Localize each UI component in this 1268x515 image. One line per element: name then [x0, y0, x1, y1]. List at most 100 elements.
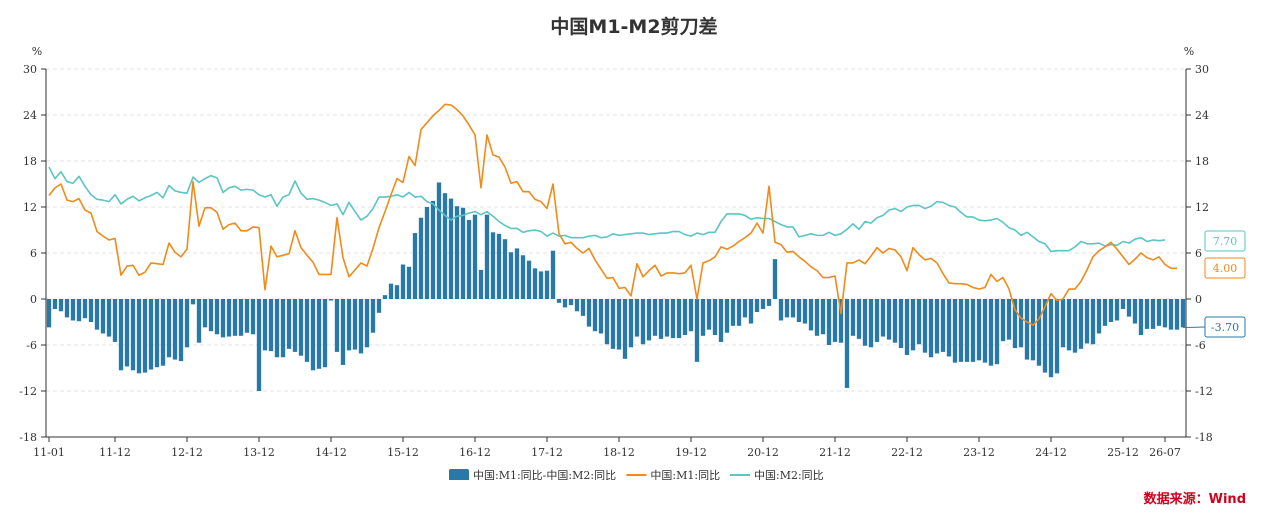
end-label-m2-text: 7.70: [1213, 235, 1238, 248]
bar-gap: [970, 299, 976, 362]
y-unit-right: %: [1184, 45, 1194, 58]
bar-gap: [658, 299, 664, 339]
bar-gap: [934, 299, 940, 354]
bar-gap: [418, 217, 424, 299]
bar-gap: [532, 268, 538, 299]
bar-gap: [106, 299, 112, 337]
bar-gap: [1036, 299, 1042, 366]
bar-gap: [388, 283, 394, 299]
bar-gap: [712, 299, 718, 336]
bar-gap: [964, 299, 970, 362]
bar-gap: [784, 299, 790, 318]
x-tick-label: 20-12: [747, 446, 779, 459]
bar-gap: [538, 271, 544, 299]
bar-gap: [838, 299, 844, 343]
bar-gap: [400, 264, 406, 299]
bar-gap: [910, 299, 916, 351]
bar-gap: [892, 299, 898, 343]
bar-gap: [604, 299, 610, 345]
bar-gap: [802, 299, 808, 324]
y-tick-label-right: -18: [1195, 431, 1213, 444]
bar-gap: [1144, 299, 1150, 329]
bar-gap: [376, 299, 382, 313]
bar-gap: [124, 299, 130, 367]
bar-gap: [562, 299, 568, 308]
bar-gap: [304, 299, 310, 362]
bar-gap: [70, 299, 76, 321]
bar-gap: [136, 299, 142, 374]
series-line-m1: [48, 103, 1177, 326]
bar-gap: [1126, 299, 1132, 317]
bar-gap: [382, 295, 388, 299]
legend-swatch: [449, 469, 469, 481]
y-tick-label-right: 0: [1195, 293, 1202, 306]
end-label-m1-box: [1204, 257, 1246, 279]
bar-gap: [118, 299, 124, 371]
bar-gap: [622, 299, 628, 359]
bar-gap: [130, 299, 136, 371]
bar-gap: [490, 232, 496, 299]
bar-gap: [1084, 299, 1090, 344]
bar-gap: [64, 299, 70, 318]
bar-gap: [1168, 299, 1174, 330]
bar-gap: [352, 299, 358, 350]
x-tick-label: 23-12: [963, 446, 995, 459]
bar-gap: [214, 299, 220, 335]
x-tick-label: 25-12: [1107, 446, 1139, 459]
x-tick-label: 19-12: [675, 446, 707, 459]
bar-gap: [346, 299, 352, 351]
bar-gap: [670, 299, 676, 339]
bar-gap: [682, 299, 688, 336]
bar-gap: [256, 299, 262, 391]
bar-gap: [868, 299, 874, 348]
bar-gap: [598, 299, 604, 334]
bar-gap: [58, 299, 64, 312]
bar-gap: [952, 299, 958, 363]
bar-gap: [754, 299, 760, 313]
bar-gap: [928, 299, 934, 358]
bar-gap: [202, 299, 208, 328]
bar-gap: [286, 299, 292, 349]
bar-gap: [1120, 299, 1126, 309]
bar-gap: [514, 248, 520, 299]
bar-gap: [292, 299, 298, 352]
bar-gap: [820, 299, 826, 335]
bar-gap: [250, 299, 256, 335]
legend-label: 中国:M2:同比: [754, 469, 824, 480]
bar-gap: [772, 259, 778, 299]
y-tick-label-left: 6: [30, 247, 37, 260]
bar-gap: [652, 299, 658, 336]
bar-gap: [634, 299, 640, 337]
bar-gap: [742, 299, 748, 318]
bar-gap: [544, 270, 550, 299]
bar-gap: [616, 299, 622, 350]
x-tick-label: 12-12: [171, 446, 203, 459]
bar-gap: [526, 260, 532, 299]
x-tick-label: 15-12: [387, 446, 419, 459]
bar-gap: [1024, 299, 1030, 360]
bar-gap: [196, 299, 202, 343]
bar-gap: [520, 255, 526, 299]
bar-gap: [586, 299, 592, 327]
bar-gap: [310, 299, 316, 371]
bar-gap: [334, 299, 340, 352]
bar-gap: [226, 299, 232, 337]
x-tick-label: 13-12: [243, 446, 275, 459]
bar-gap: [874, 299, 880, 342]
y-tick-label-left: 12: [23, 201, 37, 214]
bar-gap: [748, 299, 754, 324]
bar-gap: [166, 299, 172, 358]
bar-gap: [796, 299, 802, 322]
x-tick-label: 26-07: [1149, 446, 1181, 459]
bar-gap: [280, 299, 286, 358]
bar-gap: [706, 299, 712, 330]
y-tick-label-right: 6: [1195, 247, 1202, 260]
chart-title: 中国M1-M2剪刀差: [550, 16, 718, 38]
y-unit-left: %: [32, 45, 42, 58]
legend-label: 中国:M1:同比-中国:M2:同比: [473, 469, 616, 480]
bar-gap: [736, 299, 742, 326]
bar-gap: [1048, 299, 1054, 378]
bar-gap: [724, 299, 730, 333]
bar-gap: [688, 299, 694, 332]
